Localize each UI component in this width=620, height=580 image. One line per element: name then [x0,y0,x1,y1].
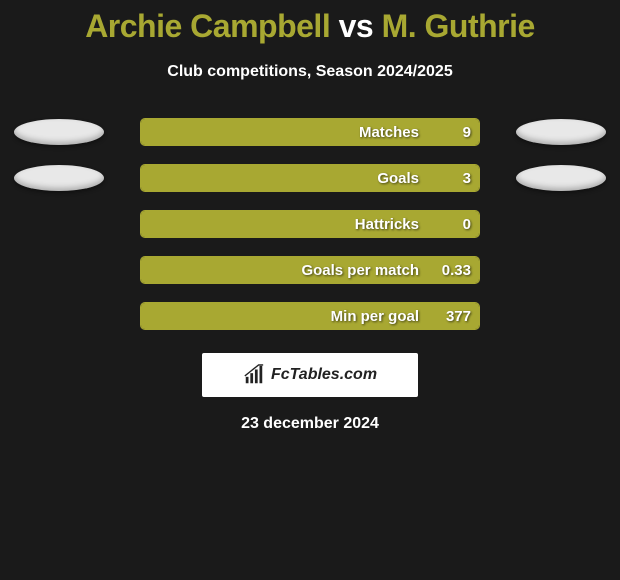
player1-name: Archie Campbell [85,8,330,44]
date-text: 23 december 2024 [0,415,620,433]
subtitle: Club competitions, Season 2024/2025 [0,63,620,81]
comparison-panel: Archie Campbell vs M. Guthrie Club compe… [0,0,620,433]
stat-label: Goals [141,165,423,191]
stat-bar: Hattricks 0 [140,210,480,238]
player1-oval [14,165,104,191]
page-title: Archie Campbell vs M. Guthrie [0,8,620,45]
stat-label: Min per goal [141,303,423,329]
stat-bar: Min per goal 377 [140,302,480,330]
stat-row: Hattricks 0 [0,201,620,247]
player2-oval [516,119,606,145]
stat-value: 9 [463,119,471,145]
stat-row: Goals 3 [0,155,620,201]
stat-value: 0.33 [442,257,471,283]
stat-value: 0 [463,211,471,237]
stat-bar: Goals 3 [140,164,480,192]
player2-oval [516,165,606,191]
stat-bar: Goals per match 0.33 [140,256,480,284]
source-logo[interactable]: FcTables.com [202,353,418,397]
stat-label: Hattricks [141,211,423,237]
stat-row: Goals per match 0.33 [0,247,620,293]
player1-oval [14,119,104,145]
stat-row: Matches 9 [0,109,620,155]
stat-row: Min per goal 377 [0,293,620,339]
stat-rows: Matches 9 Goals 3 Hattricks 0 Goals per match 0… [0,109,620,339]
stat-label: Matches [141,119,423,145]
stat-value: 3 [463,165,471,191]
vs-text: vs [339,8,374,44]
chart-icon [243,364,265,386]
player2-name: M. Guthrie [382,8,535,44]
logo-text: FcTables.com [271,366,377,384]
stat-label: Goals per match [141,257,423,283]
stat-value: 377 [446,303,471,329]
stat-bar: Matches 9 [140,118,480,146]
